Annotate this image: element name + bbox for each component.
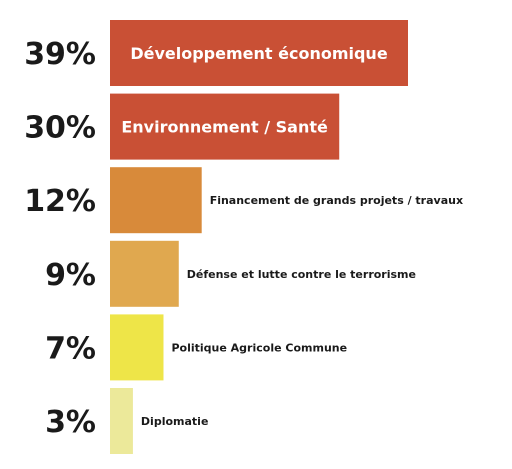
category-label-1: Développement économique — [130, 44, 387, 63]
bar-4 — [110, 240, 179, 307]
percent-label-4: 9% — [45, 258, 96, 293]
percent-label-3: 12% — [24, 184, 96, 219]
category-label-2: Environnement / Santé — [121, 118, 328, 137]
percent-label-6: 3% — [45, 405, 96, 440]
category-label-6: Diplomatie — [141, 415, 208, 428]
bar-3 — [110, 167, 202, 234]
percent-label-1: 39% — [24, 37, 96, 72]
category-labels-group: Développement économique Environnement / … — [121, 44, 463, 428]
bar-1 — [110, 20, 408, 86]
category-label-3: Financement de grands projets / travaux — [210, 194, 463, 207]
bar-5 — [110, 314, 164, 381]
category-label-5: Politique Agricole Commune — [171, 341, 347, 354]
bar-2 — [110, 93, 340, 160]
bar-6 — [110, 388, 133, 454]
percent-label-2: 30% — [24, 111, 96, 146]
percent-labels-group: 39% 30% 12% 9% 7% 3% — [24, 37, 96, 440]
bars-group — [110, 20, 408, 454]
percent-label-5: 7% — [45, 331, 96, 366]
category-label-4: Défense et lutte contre le terrorisme — [187, 268, 416, 281]
